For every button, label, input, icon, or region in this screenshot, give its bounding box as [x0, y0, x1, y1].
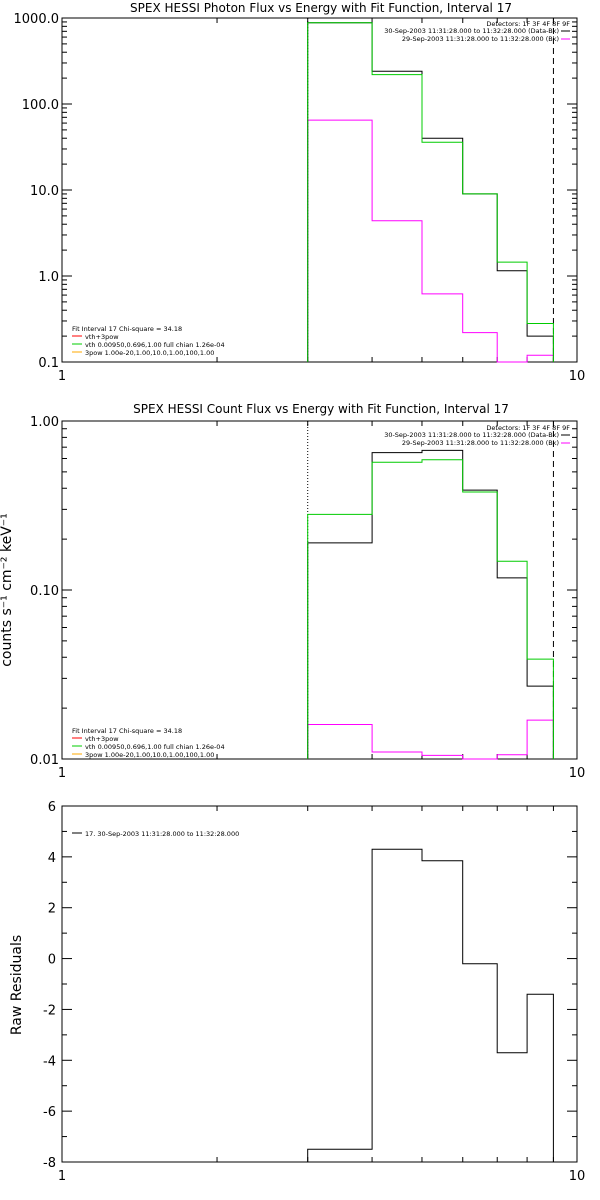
- count-legend-bk: 29-Sep-2003 11:31:28.000 to 11:32:28.000…: [402, 439, 559, 447]
- y-tick-label: 0.01: [30, 753, 59, 768]
- count-legend-data: 30-Sep-2003 11:31:28.000 to 11:32:28.000…: [384, 431, 559, 439]
- x-tick-label: 1: [58, 369, 66, 384]
- photon-plot-axes: 1 10 0.1 1.0 10.0 100.0 1000.0: [14, 12, 586, 384]
- photon-plot-title: SPEX HESSI Photon Flux vs Energy with Fi…: [130, 1, 512, 15]
- background-series: [307, 119, 554, 363]
- y-tick-label: 1000.0: [14, 12, 60, 27]
- photon-fit-line-2: vth 0.00950,0.696,1.00 full chian 1.26e-…: [85, 341, 225, 349]
- y-tick-label: 2: [48, 902, 56, 917]
- background-series: [307, 719, 554, 760]
- x-tick-label: 10: [569, 766, 586, 781]
- count-plot-frame: [61, 420, 578, 760]
- count-fit-line-3: 3pow 1.00e-20,1.00,10.0,1.00,100,1.00: [85, 751, 214, 759]
- photon-detectors-label: Detectors: 1F 3F 4F 8F 9F: [486, 20, 570, 28]
- count-plot-ylabel: counts s⁻¹ cm⁻² keV⁻¹: [0, 513, 15, 667]
- photon-plot-frame: [61, 17, 578, 363]
- y-tick-label: 10.0: [30, 184, 59, 199]
- fit-series: [307, 459, 554, 759]
- count-fit-line-2: vth 0.00950,0.696,1.00 full chian 1.26e-…: [85, 743, 225, 751]
- y-tick-label: -6: [43, 1105, 56, 1120]
- y-tick-label: 0: [48, 953, 56, 968]
- count-plot-title: SPEX HESSI Count Flux vs Energy with Fit…: [133, 402, 509, 416]
- photon-legend-bk: 29-Sep-2003 11:31:28.000 to 11:32:28.000…: [402, 35, 559, 43]
- y-tick-label: -2: [43, 1003, 56, 1018]
- photon-legend-data: 30-Sep-2003 11:31:28.000 to 11:32:28.000…: [384, 27, 559, 35]
- count-fit-header: Fit Interval 17 Chi-square = 34.18: [72, 727, 182, 735]
- count-plot-series: [307, 421, 554, 760]
- residual-plot-ylabel: Raw Residuals: [9, 935, 25, 1035]
- count-detectors-label: Detectors: 1F 3F 4F 8F 9F: [486, 424, 570, 432]
- count-fit-line-1: vth+3pow: [85, 735, 119, 743]
- y-tick-label: 4: [48, 851, 56, 866]
- y-tick-label: 1.00: [30, 415, 59, 430]
- x-tick-label: 10: [569, 369, 586, 384]
- fit-series: [307, 22, 554, 362]
- y-tick-label: 6: [48, 800, 56, 815]
- y-tick-label: 1.0: [38, 270, 59, 285]
- residual-plot-series: [307, 848, 554, 1162]
- photon-fit-line-3: 3pow 1.00e-20,1.00,10.0,1.00,100,1.00: [85, 349, 214, 357]
- y-tick-label: 0.10: [30, 584, 59, 599]
- x-tick-label: 1: [58, 766, 66, 781]
- data-series: [307, 22, 554, 362]
- residual-series: [307, 848, 554, 1162]
- y-tick-label: 0.1: [38, 356, 59, 371]
- photon-fit-line-1: vth+3pow: [85, 333, 119, 341]
- x-tick-label: 10: [569, 1169, 586, 1184]
- y-tick-label: 100.0: [22, 98, 59, 113]
- residual-plot-axes: 1 10 -8 -6 -4 -2 0 2 4 6: [43, 800, 585, 1184]
- y-tick-label: -4: [43, 1054, 56, 1069]
- residual-plot-frame: [61, 805, 578, 1163]
- photon-fit-header: Fit Interval 17 Chi-square = 34.18: [72, 325, 182, 333]
- data-series: [307, 449, 554, 759]
- residual-legend-label: 17. 30-Sep-2003 11:31:28.000 to 11:32:28…: [85, 830, 239, 838]
- y-tick-label: -8: [43, 1156, 56, 1171]
- photon-plot-series: [307, 18, 554, 363]
- x-tick-label: 1: [58, 1169, 66, 1184]
